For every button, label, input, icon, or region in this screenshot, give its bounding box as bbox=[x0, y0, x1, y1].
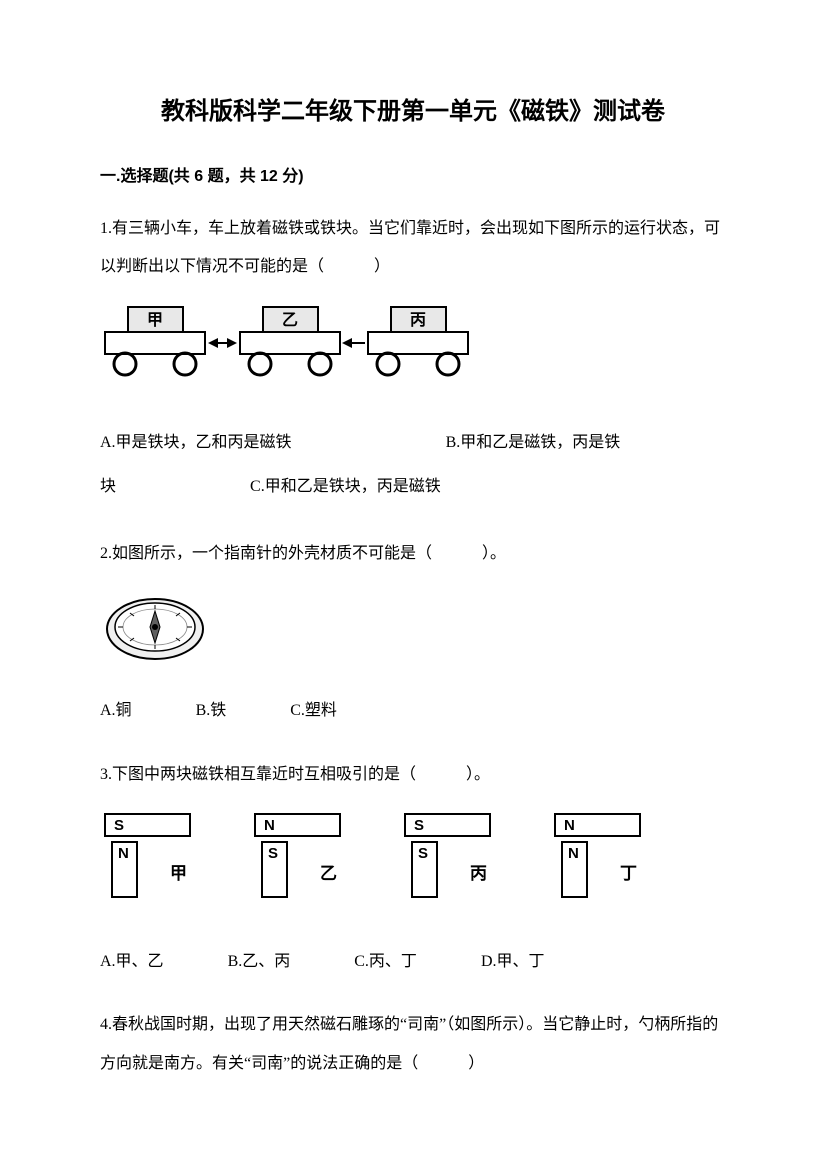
q4-close: ） bbox=[468, 1055, 484, 1072]
q3-optC: C.丙、丁 bbox=[354, 943, 417, 981]
q3-close: ）。 bbox=[466, 766, 490, 783]
svg-text:甲: 甲 bbox=[147, 311, 163, 329]
svg-text:甲: 甲 bbox=[170, 864, 187, 883]
q1-optB2: 块 bbox=[100, 465, 116, 510]
svg-text:N: N bbox=[118, 845, 129, 862]
svg-text:S: S bbox=[268, 845, 278, 862]
q2-text: 2.如图所示，一个指南针的外壳材质不可能是（ bbox=[100, 545, 432, 562]
svg-text:N: N bbox=[564, 817, 575, 834]
svg-text:N: N bbox=[264, 817, 275, 834]
q3-text: 3.下图中两块磁铁相互靠近时互相吸引的是（ bbox=[100, 766, 416, 783]
question-3: 3.下图中两块磁铁相互靠近时互相吸引的是（ ）。 bbox=[100, 756, 726, 794]
q1-optB: B.甲和乙是磁铁，丙是铁 bbox=[446, 421, 621, 466]
q1-close: ） bbox=[374, 258, 390, 275]
q3-optA: A.甲、乙 bbox=[100, 943, 164, 981]
svg-text:丙: 丙 bbox=[410, 311, 426, 329]
q3-optB: B.乙、丙 bbox=[228, 943, 291, 981]
q3-figure: S N 甲 N S 乙 S S 丙 N N 丁 bbox=[100, 809, 726, 925]
q1-optA: A.甲是铁块，乙和丙是磁铁 bbox=[100, 421, 292, 466]
question-1: 1.有三辆小车，车上放着磁铁或铁块。当它们靠近时，会出现如下图所示的运行状态，可… bbox=[100, 210, 726, 287]
section-header: 一.选择题(共 6 题，共 12 分) bbox=[100, 163, 726, 192]
svg-text:S: S bbox=[418, 845, 428, 862]
svg-text:S: S bbox=[414, 817, 424, 834]
q4-text: 4.春秋战国时期，出现了用天然磁石雕琢的“司南”（如图所示）。当它静止时，勺柄所… bbox=[100, 1016, 718, 1071]
svg-text:乙: 乙 bbox=[282, 312, 298, 329]
q2-optB: B.铁 bbox=[196, 692, 227, 730]
svg-text:S: S bbox=[114, 817, 124, 834]
q2-options: A.铜 B.铁 C.塑料 bbox=[100, 692, 726, 730]
page-title: 教科版科学二年级下册第一单元《磁铁》测试卷 bbox=[100, 90, 726, 133]
q2-figure bbox=[100, 589, 726, 675]
svg-text:乙: 乙 bbox=[320, 864, 337, 883]
q1-figure: 甲 乙 丙 bbox=[100, 302, 726, 403]
q1-optC: C.甲和乙是铁块，丙是磁铁 bbox=[250, 465, 441, 510]
question-2: 2.如图所示，一个指南针的外壳材质不可能是（ ）。 bbox=[100, 535, 726, 573]
svg-text:丁: 丁 bbox=[620, 864, 637, 883]
svg-text:丙: 丙 bbox=[470, 864, 487, 883]
q1-text: 1.有三辆小车，车上放着磁铁或铁块。当它们靠近时，会出现如下图所示的运行状态，可… bbox=[100, 220, 720, 275]
q3-options: A.甲、乙 B.乙、丙 C.丙、丁 D.甲、丁 bbox=[100, 943, 726, 981]
q2-optA: A.铜 bbox=[100, 692, 132, 730]
q3-optD: D.甲、丁 bbox=[481, 943, 545, 981]
q2-close: ）。 bbox=[482, 545, 506, 562]
svg-text:N: N bbox=[568, 845, 579, 862]
q2-optC: C.塑料 bbox=[290, 692, 337, 730]
question-4: 4.春秋战国时期，出现了用天然磁石雕琢的“司南”（如图所示）。当它静止时，勺柄所… bbox=[100, 1006, 726, 1083]
q1-options: A.甲是铁块，乙和丙是磁铁 B.甲和乙是磁铁，丙是铁 块 C.甲和乙是铁块，丙是… bbox=[100, 421, 726, 511]
